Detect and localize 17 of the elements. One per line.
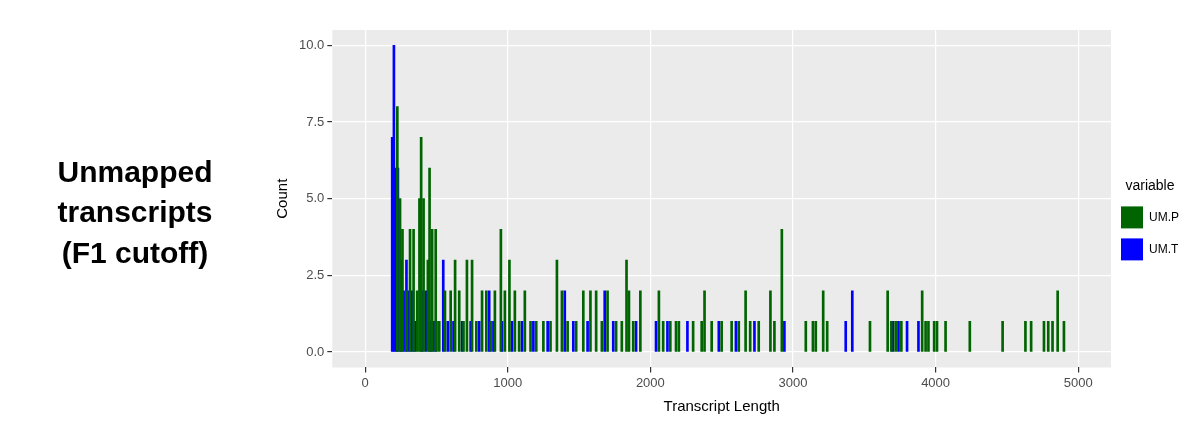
x-axis-title: Transcript Length: [663, 397, 780, 415]
legend-label: UM.P: [1149, 209, 1179, 224]
text: Unmapped transcripts (F1 cutoff): [56, 153, 214, 271]
y-axis-title: Count: [273, 177, 291, 219]
x-tick-label: 4000: [921, 374, 951, 390]
y-tick-label: 7.5: [306, 113, 325, 129]
legend-title: variable: [1125, 177, 1175, 194]
x-tick-label: 2000: [635, 374, 665, 390]
y-tick-label: 2.5: [306, 266, 325, 282]
x-tick-label: 0: [361, 374, 369, 390]
y-tick-label: 5.0: [306, 190, 325, 206]
x-tick-label: 1000: [493, 374, 523, 390]
legend-label: UM.T: [1149, 241, 1179, 256]
y-tick-label: 0.0: [306, 343, 325, 359]
y-tick-label: 10.0: [298, 36, 325, 52]
x-tick-label: 5000: [1063, 374, 1093, 390]
x-tick-label: 3000: [778, 374, 808, 390]
